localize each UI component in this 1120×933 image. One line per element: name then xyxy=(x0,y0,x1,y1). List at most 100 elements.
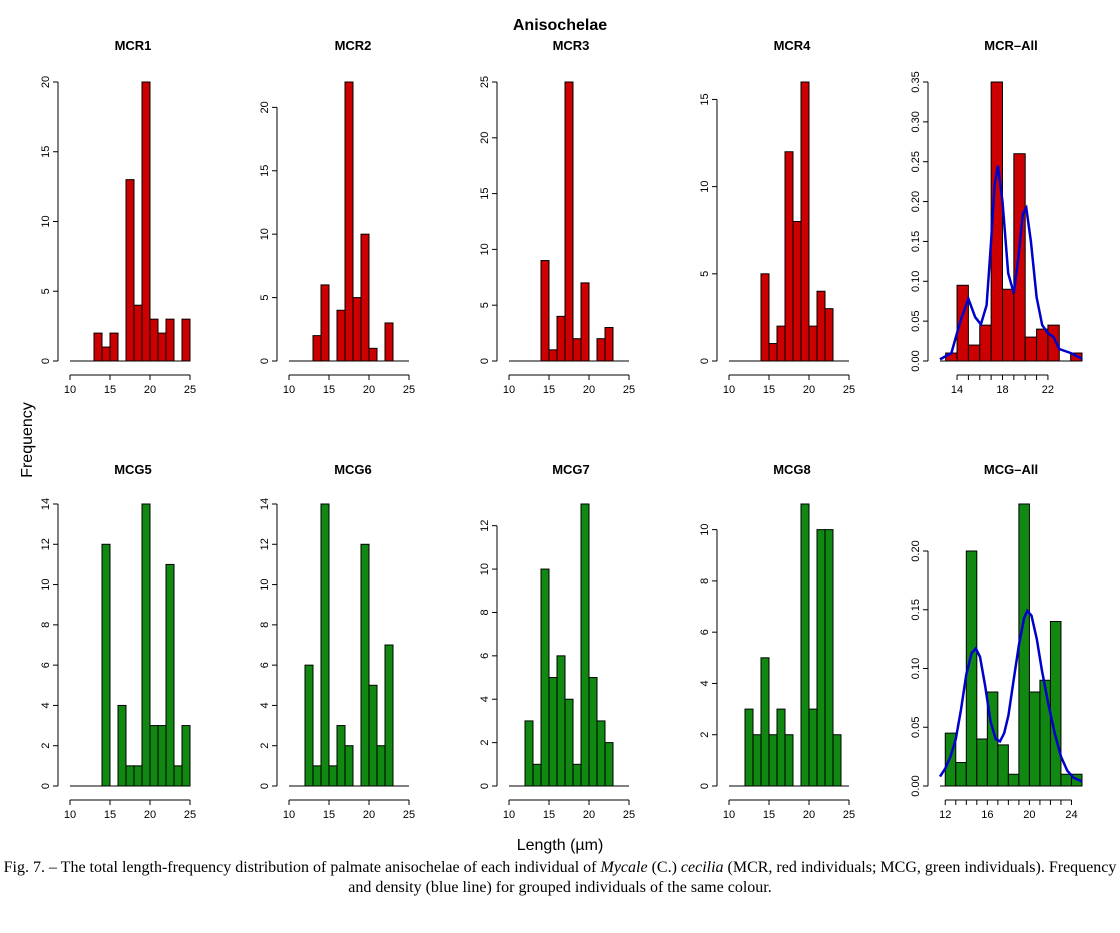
y-tick-label: 6 xyxy=(259,662,271,668)
histogram-bar xyxy=(157,725,167,787)
caption-prefix: Fig. 7. – The total length-frequency dis… xyxy=(3,859,601,876)
x-tick-label: 20 xyxy=(1023,809,1035,821)
density-curve xyxy=(938,608,1083,783)
y-tick-label: 6 xyxy=(479,653,491,659)
caption-subgenus: (C.) xyxy=(651,859,677,876)
y-tick-label: 10 xyxy=(479,563,491,575)
x-tick-label: 25 xyxy=(623,384,635,396)
figure-caption: Fig. 7. – The total length-frequency dis… xyxy=(0,858,1120,898)
histogram-bar xyxy=(776,708,786,787)
panel-title: MCG7 xyxy=(552,462,590,477)
histogram-bar xyxy=(808,708,818,787)
y-tick-label: 5 xyxy=(699,271,711,277)
histogram-bar xyxy=(109,332,119,362)
x-tick-label: 25 xyxy=(403,809,415,821)
panel-mcr-all: MCR–All 14 18 22 0.00 0.05 0.10 0.15 0.20 0.25 0.3… xyxy=(910,38,1083,396)
y-tick-label: 25 xyxy=(479,76,491,88)
y-tick-label: 14 xyxy=(40,498,52,510)
histogram-bar xyxy=(979,324,992,362)
y-tick-label: 2 xyxy=(699,732,711,738)
y-tick-label: 0.30 xyxy=(910,111,922,132)
y-tick-label: 0 xyxy=(40,358,52,364)
histogram-bar xyxy=(792,221,802,362)
y-tick-label: 10 xyxy=(259,578,271,590)
histogram-bar xyxy=(744,708,754,787)
panel-title: MCG–All xyxy=(984,462,1038,477)
histogram-bar xyxy=(141,81,151,362)
y-tick-label: 0 xyxy=(259,783,271,789)
histogram-bar xyxy=(384,322,394,362)
y-tick-label: 0 xyxy=(699,358,711,364)
histogram-bar xyxy=(304,664,314,787)
y-tick-label: 8 xyxy=(699,578,711,584)
histogram-bar xyxy=(800,503,810,787)
histogram-bar xyxy=(760,273,770,362)
panel-title: MCR3 xyxy=(553,38,590,53)
y-tick-label: 5 xyxy=(259,295,271,301)
histogram-bar xyxy=(336,725,346,787)
histogram-bar xyxy=(312,765,322,787)
y-tick-label: 0.25 xyxy=(910,151,922,172)
x-tick-label: 20 xyxy=(803,384,815,396)
x-tick-label: 20 xyxy=(583,384,595,396)
x-tick-label: 10 xyxy=(64,809,76,821)
y-tick-label: 10 xyxy=(40,215,52,227)
caption-genus: Mycale xyxy=(600,859,648,876)
histogram-bar xyxy=(776,325,786,362)
density-curve xyxy=(939,165,1083,361)
y-tick-label: 4 xyxy=(479,696,491,702)
x-tick-label: 10 xyxy=(64,384,76,396)
histogram-bar xyxy=(336,309,346,362)
histogram-bar xyxy=(360,233,370,362)
x-tick-label: 20 xyxy=(803,809,815,821)
histogram-bar xyxy=(768,734,778,787)
panel-title: MCR4 xyxy=(774,38,812,53)
panel-title: MCR1 xyxy=(115,38,152,53)
y-tick-label: 10 xyxy=(40,578,52,590)
y-tick-label: 6 xyxy=(40,662,52,668)
y-tick-label: 0.00 xyxy=(910,350,922,371)
y-tick-label: 4 xyxy=(699,680,711,686)
y-tick-label: 12 xyxy=(259,538,271,550)
x-tick-label: 25 xyxy=(623,809,635,821)
histogram-bar xyxy=(1001,288,1015,362)
histogram-bar xyxy=(808,325,818,362)
histogram-bar xyxy=(368,347,378,362)
panel-mcg7: MCG7 10 15 20 25 0 2 4 6 8 10 12 xyxy=(479,462,635,821)
histogram-bar xyxy=(564,81,574,362)
x-tick-label: 20 xyxy=(363,384,375,396)
panel-mcr1: MCR1 10 15 20 25 0 5 10 15 20 xyxy=(40,38,196,396)
x-tick-label: 16 xyxy=(981,809,993,821)
x-tick-label: 18 xyxy=(996,384,1008,396)
x-tick-label: 25 xyxy=(843,384,855,396)
histogram-bar xyxy=(320,503,330,787)
histogram-bar xyxy=(1018,503,1030,787)
histogram-bar xyxy=(604,327,614,362)
y-tick-label: 10 xyxy=(259,228,271,240)
y-tick-label: 0.15 xyxy=(910,599,922,620)
y-tick-label: 4 xyxy=(259,702,271,708)
histogram-bar xyxy=(149,318,159,362)
y-tick-label: 5 xyxy=(40,288,52,294)
histogram-bar xyxy=(760,657,770,787)
histogram-bar xyxy=(1036,328,1049,362)
histogram-bar xyxy=(1039,679,1051,787)
histogram-bar xyxy=(580,503,590,787)
figure-y-axis-label: Frequency xyxy=(19,402,36,478)
caption-species: cecilia xyxy=(680,859,724,876)
histogram-bar xyxy=(564,698,574,787)
y-tick-label: 15 xyxy=(259,165,271,177)
histogram-bar xyxy=(540,260,550,362)
y-tick-label: 2 xyxy=(259,743,271,749)
histogram-bar xyxy=(328,765,338,787)
y-tick-label: 0 xyxy=(479,783,491,789)
histogram-bar xyxy=(157,332,167,362)
histogram-bar xyxy=(965,550,978,787)
histogram-bar xyxy=(784,734,794,787)
y-tick-label: 0 xyxy=(699,783,711,789)
histogram-bar xyxy=(141,503,151,787)
y-tick-label: 4 xyxy=(40,702,52,708)
histogram-bar xyxy=(752,734,762,787)
x-tick-label: 20 xyxy=(144,809,156,821)
